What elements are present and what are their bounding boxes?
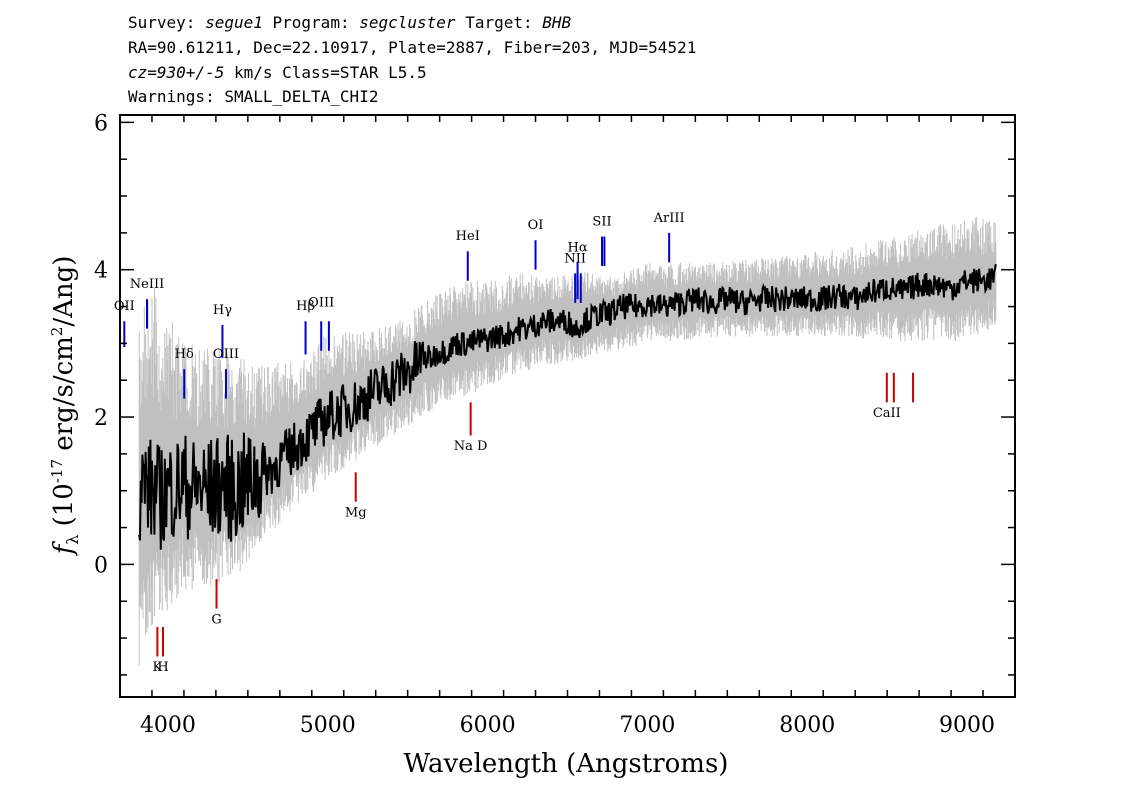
y-tick-label: 4: [94, 259, 108, 284]
program-label: Program:: [272, 13, 350, 32]
emission-line-label: NII: [564, 251, 586, 266]
emission-line-label: Hδ: [175, 347, 194, 362]
y-tick-label: 2: [94, 406, 108, 431]
survey-value: segue1: [205, 13, 263, 32]
class-value: km/s Class=STAR L5.5: [233, 63, 427, 82]
emission-line-label: Hγ: [213, 303, 232, 318]
absorption-line-label: Mg: [345, 506, 367, 521]
emission-line-label: OIII: [308, 296, 334, 311]
absorption-line-label: K: [153, 660, 163, 675]
y-tick-label: 0: [94, 553, 108, 578]
flux-line: [138, 263, 997, 550]
emission-line-label: Hβ: [296, 299, 315, 314]
x-tick-label: 8000: [779, 713, 835, 738]
y-tick-label: 6: [94, 111, 108, 136]
x-tick-label: 5000: [300, 713, 356, 738]
x-tick-label: 4000: [140, 713, 196, 738]
survey-label: Survey:: [128, 13, 196, 32]
x-axis-label: Wavelength (Angstroms): [404, 749, 729, 779]
axis-tick-labels: 4000 5000 6000 7000 8000 9000 0 2 4 6: [94, 111, 995, 738]
x-tick-label: 9000: [939, 713, 995, 738]
emission-line-label: SII: [592, 215, 611, 230]
emission-line-label: OI: [528, 218, 544, 233]
flux-line-layer: [138, 263, 997, 550]
emission-line-label: NeIII: [130, 277, 164, 292]
emission-line-label: Hα: [568, 240, 588, 255]
header-line-4: Warnings: SMALL_DELTA_CHI2: [128, 87, 379, 106]
emission-line-label: OIII: [213, 347, 239, 362]
header-line-3: cz=930+/-5 km/s Class=STAR L5.5: [128, 64, 427, 82]
redshift-value: cz=930+/-5: [128, 63, 225, 82]
absorption-line-label: H: [157, 660, 168, 675]
x-tick-label: 7000: [619, 713, 675, 738]
absorption-line-label: G: [211, 612, 221, 627]
header-line-1: Survey: segue1 Program: segcluster Targe…: [128, 14, 571, 32]
emission-line-label: HeI: [456, 229, 480, 244]
emission-line-label: ArIII: [653, 211, 685, 226]
axis-ticks: [119, 115, 1016, 697]
y-axis-label: fλ (10-17 erg/s/cm2/Ang): [48, 256, 82, 557]
noise-band: [138, 217, 997, 666]
target-value: BHB: [542, 13, 572, 32]
absorption-line-label: CaII: [873, 406, 901, 421]
program-value: segcluster: [359, 13, 456, 32]
noise-band-layer: [138, 217, 997, 666]
header-line-2: RA=90.61211, Dec=22.10917, Plate=2887, F…: [128, 38, 697, 57]
x-tick-label: 6000: [460, 713, 516, 738]
absorption-line-label: Na D: [454, 439, 488, 454]
target-label: Target:: [465, 13, 533, 32]
